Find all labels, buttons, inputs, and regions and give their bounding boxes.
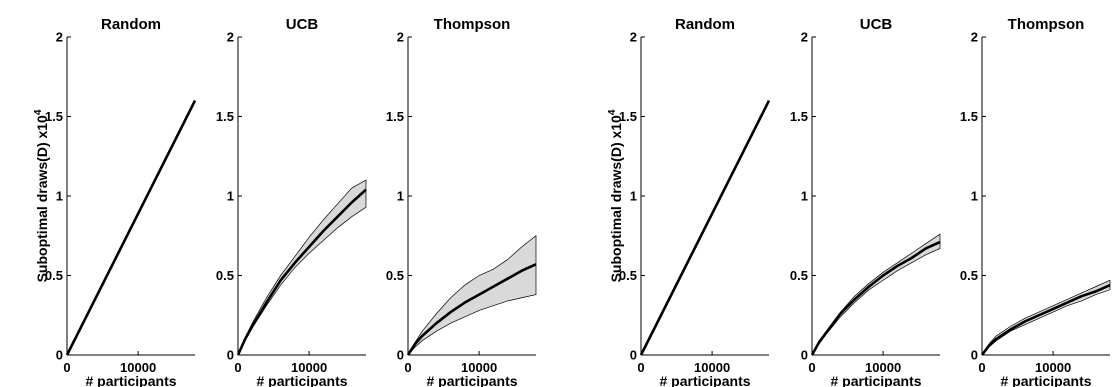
chart-panel-5: UCB 0 0.5 1 1.5 2 0 10000# participants (790, 16, 941, 387)
y-axis-scale-prefix: x10 (34, 115, 50, 139)
chart-title: Random (675, 16, 735, 33)
y-tick-label: 1.5 (386, 109, 404, 124)
y-tick-label: 0 (397, 348, 404, 363)
mean-line (65, 100, 197, 356)
mean-line (810, 240, 941, 356)
confidence-band (981, 279, 1111, 356)
y-tick-label: 0 (56, 348, 63, 363)
chart-panel-3: Thompson 0 0.5 1 1.5 2 0 10000# participants (386, 16, 537, 387)
x-axis-label: # participants (1000, 373, 1091, 387)
x-axis-label: # participants (256, 373, 347, 387)
chart-panel-6: Thompson 0 0.5 1 1.5 2 0 10000# participants (960, 16, 1111, 387)
y-tick-label: 1.5 (45, 109, 63, 124)
y-tick-label: 1 (630, 189, 637, 204)
y-tick-label: 0 (630, 348, 637, 363)
mean-line (236, 188, 367, 356)
mean-line (980, 283, 1111, 356)
y-tick-label: 1 (227, 189, 234, 204)
y-tick-label: 1.5 (960, 109, 978, 124)
confidence-band (811, 233, 941, 356)
y-tick-label: 0.5 (619, 268, 637, 283)
y-tick-label: 0 (227, 348, 234, 363)
x-tick-label: 0 (637, 360, 644, 375)
x-tick-label: 0 (234, 360, 241, 375)
x-tick-label: 10000 (865, 360, 901, 375)
y-tick-label: 1.5 (216, 109, 234, 124)
y-tick-label: 1.5 (619, 109, 637, 124)
chart-title: Random (101, 16, 161, 33)
y-tick-label: 0.5 (45, 268, 63, 283)
y-tick-label: 0 (971, 348, 978, 363)
chart-panel-4: Random 0 0.5 1 1.5 2 0 10000# participants Subop… (607, 16, 771, 387)
x-tick-label: 10000 (461, 360, 497, 375)
chart-title: Thompson (1008, 16, 1085, 33)
confidence-band (407, 235, 537, 356)
y-tick-label: 2 (227, 30, 234, 45)
y-tick-label: 0.5 (790, 268, 808, 283)
y-tick-label: 2 (397, 30, 404, 45)
y-axis-scale-prefix: x10 (608, 115, 624, 139)
y-tick-label: 0.5 (386, 268, 404, 283)
x-axis-label: # participants (830, 373, 921, 387)
y-tick-label: 1 (397, 189, 404, 204)
mean-line (639, 100, 771, 356)
x-tick-label: 10000 (694, 360, 730, 375)
chart-panel-1: Random 0 0.5 1 1.5 2 0 10000# participants Subop… (33, 16, 197, 387)
y-axis-scale-exponent: 4 (607, 109, 618, 115)
x-axis-label: # participants (426, 373, 517, 387)
y-tick-label: 1 (971, 189, 978, 204)
mean-line (406, 263, 537, 356)
y-tick-label: 1 (56, 189, 63, 204)
y-axis-label-text: Suboptimal draws(D) (608, 139, 624, 283)
chart-title: Thompson (434, 16, 511, 33)
y-tick-label: 0 (801, 348, 808, 363)
x-tick-label: 10000 (120, 360, 156, 375)
y-tick-label: 2 (630, 30, 637, 45)
y-axis-label: Suboptimal draws(D) x104 (33, 109, 50, 282)
chart-title: UCB (286, 16, 319, 33)
x-axis-label: # participants (85, 373, 176, 387)
y-tick-label: 0.5 (960, 268, 978, 283)
x-tick-label: 0 (63, 360, 70, 375)
chart-title: UCB (860, 16, 893, 33)
y-tick-label: 2 (56, 30, 63, 45)
x-tick-label: 0 (808, 360, 815, 375)
y-tick-label: 2 (971, 30, 978, 45)
x-axis-label: # participants (659, 373, 750, 387)
x-tick-label: 10000 (1035, 360, 1071, 375)
y-axis-scale-exponent: 4 (33, 109, 44, 115)
confidence-band (237, 179, 367, 356)
y-axis-label: Suboptimal draws(D) x104 (607, 109, 624, 282)
x-tick-label: 10000 (291, 360, 327, 375)
chart-panel-2: UCB 0 0.5 1 1.5 2 0 10000# participants (216, 16, 367, 387)
x-tick-label: 0 (404, 360, 411, 375)
x-tick-label: 0 (978, 360, 985, 375)
y-tick-label: 0.5 (216, 268, 234, 283)
y-tick-label: 2 (801, 30, 808, 45)
y-axis-label-text: Suboptimal draws(D) (34, 139, 50, 283)
y-tick-label: 1.5 (790, 109, 808, 124)
y-tick-label: 1 (801, 189, 808, 204)
